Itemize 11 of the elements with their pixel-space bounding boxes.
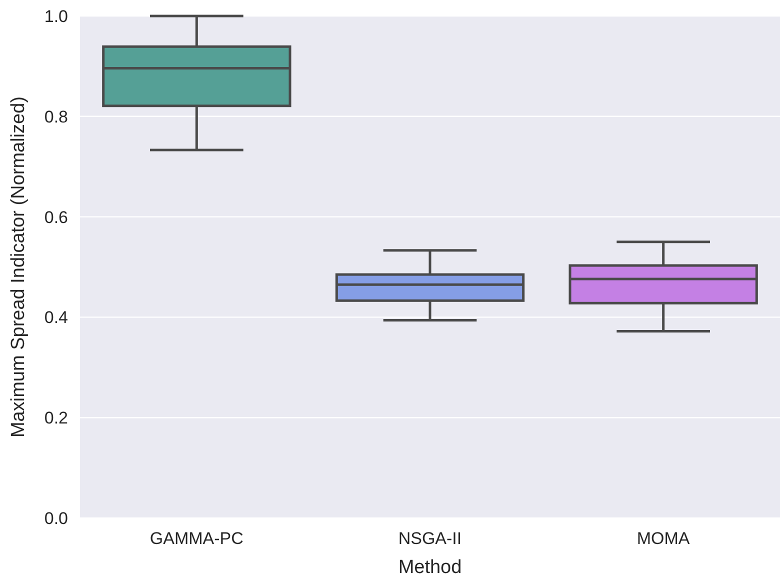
- y-tick-label: 0.6: [44, 208, 68, 227]
- y-tick-label: 1.0: [44, 6, 68, 26]
- x-axis-title: Method: [398, 557, 462, 577]
- x-tick-label: MOMA: [636, 529, 690, 548]
- y-tick-label: 0.8: [44, 107, 68, 126]
- x-tick-label: NSGA-II: [398, 529, 462, 548]
- x-tick-label: GAMMA-PC: [150, 529, 244, 548]
- y-tick-label: 0.4: [44, 308, 68, 328]
- y-axis-title: Maximum Spread Indicator (Normalized): [8, 96, 29, 438]
- y-tick-label: 0.2: [44, 408, 68, 428]
- y-tick-label: 0.0: [44, 508, 68, 528]
